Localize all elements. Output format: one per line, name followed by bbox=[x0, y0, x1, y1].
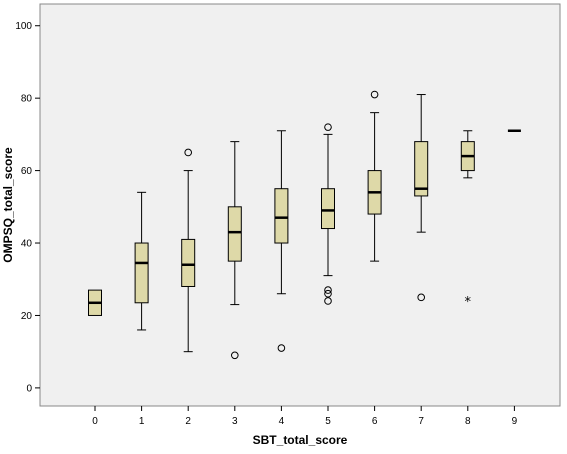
box-group-8: * bbox=[460, 130, 475, 310]
extreme-point: * bbox=[465, 295, 472, 310]
box-group-1 bbox=[134, 191, 149, 331]
box bbox=[134, 242, 149, 304]
box bbox=[321, 188, 335, 230]
outlier-point bbox=[417, 293, 426, 302]
outlier-point bbox=[324, 289, 332, 298]
y-axis-title: OMPSQ_total_score bbox=[1, 147, 15, 263]
box-group-6 bbox=[367, 90, 382, 262]
box-group-3 bbox=[227, 141, 242, 360]
y-tick-label: 60 bbox=[21, 166, 33, 177]
y-tick-label: 80 bbox=[21, 94, 33, 105]
box bbox=[227, 206, 242, 262]
x-tick-label: 2 bbox=[185, 416, 191, 427]
y-tick-label: 20 bbox=[21, 311, 33, 322]
x-tick-label: 1 bbox=[139, 416, 145, 427]
x-axis: 0 1 2 3 4 5 6 7 8 9 bbox=[92, 406, 518, 427]
box bbox=[274, 188, 289, 244]
x-tick-label: 9 bbox=[512, 416, 518, 427]
outlier-point bbox=[324, 123, 332, 131]
x-tick-label: 0 bbox=[92, 416, 98, 427]
x-tick-label: 5 bbox=[325, 416, 331, 427]
box-group-4 bbox=[274, 130, 289, 352]
box-group-7 bbox=[414, 94, 429, 302]
outlier-point bbox=[324, 286, 332, 294]
x-tick-label: 4 bbox=[279, 416, 285, 427]
x-tick-label: 7 bbox=[418, 416, 424, 427]
box-group-5 bbox=[321, 123, 335, 305]
y-tick-label: 100 bbox=[15, 21, 32, 32]
box bbox=[181, 238, 196, 287]
x-tick-label: 6 bbox=[372, 416, 378, 427]
outlier-point bbox=[277, 344, 286, 352]
box-group-0 bbox=[88, 289, 102, 316]
outlier-point bbox=[370, 90, 379, 99]
outlier-point bbox=[324, 297, 332, 305]
outlier-point bbox=[231, 351, 239, 360]
box-group-2 bbox=[181, 148, 196, 353]
y-axis: 0 20 40 60 80 100 bbox=[15, 21, 40, 394]
box bbox=[414, 141, 429, 197]
x-axis-title: SBT_total_score bbox=[253, 433, 348, 447]
x-tick-label: 3 bbox=[232, 416, 238, 427]
outlier-point bbox=[184, 148, 192, 157]
boxes-group: * bbox=[88, 90, 521, 360]
x-tick-label: 8 bbox=[465, 416, 471, 427]
plot-area bbox=[39, 3, 561, 407]
y-tick-label: 0 bbox=[26, 383, 32, 394]
y-tick-label: 40 bbox=[21, 239, 33, 250]
